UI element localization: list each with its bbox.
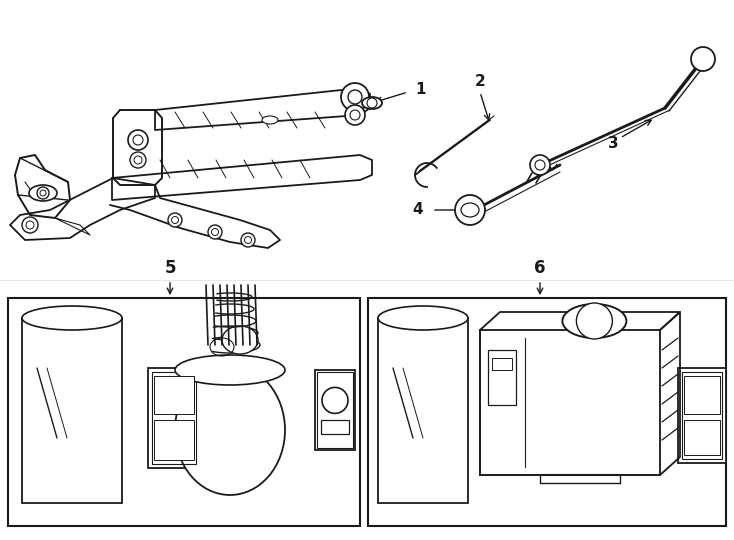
Bar bbox=[488, 350, 516, 405]
Text: 5: 5 bbox=[164, 259, 175, 277]
Text: 6: 6 bbox=[534, 259, 546, 277]
Circle shape bbox=[37, 187, 49, 199]
Circle shape bbox=[530, 155, 550, 175]
Circle shape bbox=[130, 152, 146, 168]
Ellipse shape bbox=[22, 306, 122, 330]
Polygon shape bbox=[660, 312, 680, 475]
Polygon shape bbox=[15, 155, 70, 218]
Circle shape bbox=[322, 387, 348, 414]
Bar bbox=[317, 372, 353, 448]
Circle shape bbox=[576, 303, 612, 339]
Polygon shape bbox=[112, 155, 372, 200]
Text: 3: 3 bbox=[608, 136, 618, 151]
Bar bbox=[154, 376, 194, 414]
Polygon shape bbox=[113, 110, 162, 185]
Bar bbox=[378, 318, 468, 503]
Text: 1: 1 bbox=[415, 83, 426, 98]
Ellipse shape bbox=[29, 185, 57, 201]
Text: 4: 4 bbox=[413, 202, 424, 218]
Polygon shape bbox=[155, 88, 370, 130]
Bar bbox=[682, 372, 722, 459]
Circle shape bbox=[208, 225, 222, 239]
Ellipse shape bbox=[262, 116, 278, 124]
Ellipse shape bbox=[378, 306, 468, 330]
Ellipse shape bbox=[562, 304, 626, 338]
Circle shape bbox=[341, 83, 369, 111]
Bar bbox=[480, 330, 660, 475]
Ellipse shape bbox=[222, 326, 258, 354]
Bar bbox=[684, 376, 720, 414]
Bar bbox=[154, 420, 194, 460]
Bar bbox=[678, 368, 726, 463]
Bar bbox=[22, 318, 122, 503]
Text: 2: 2 bbox=[475, 75, 485, 90]
Polygon shape bbox=[110, 185, 280, 248]
Circle shape bbox=[22, 217, 38, 233]
Bar bbox=[152, 372, 196, 464]
Bar bbox=[8, 298, 360, 526]
Circle shape bbox=[348, 90, 362, 104]
Circle shape bbox=[168, 213, 182, 227]
Bar bbox=[684, 420, 720, 455]
Bar bbox=[321, 420, 349, 434]
Polygon shape bbox=[480, 312, 680, 330]
Circle shape bbox=[350, 110, 360, 120]
Bar bbox=[148, 368, 200, 468]
Circle shape bbox=[691, 47, 715, 71]
Bar bbox=[368, 298, 726, 526]
Bar bbox=[315, 370, 355, 450]
Ellipse shape bbox=[175, 355, 285, 385]
Ellipse shape bbox=[362, 97, 382, 109]
Circle shape bbox=[535, 160, 545, 170]
Ellipse shape bbox=[175, 365, 285, 495]
Circle shape bbox=[128, 130, 148, 150]
Polygon shape bbox=[10, 178, 155, 240]
Circle shape bbox=[345, 105, 365, 125]
Ellipse shape bbox=[461, 203, 479, 217]
Circle shape bbox=[455, 195, 485, 225]
Circle shape bbox=[241, 233, 255, 247]
Bar bbox=[492, 358, 512, 370]
